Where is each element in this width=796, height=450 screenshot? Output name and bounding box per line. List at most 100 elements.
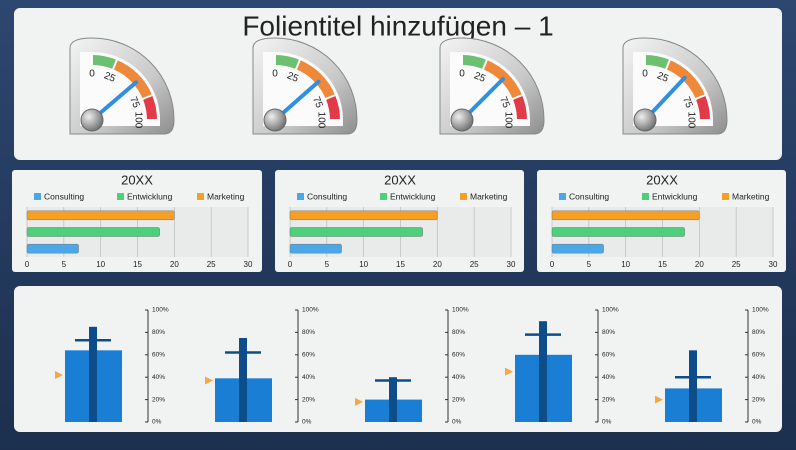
x-tick-label: 0	[550, 260, 555, 269]
y-tick-label: 0%	[452, 419, 462, 426]
gauge-band	[695, 95, 710, 121]
gauge-band	[142, 95, 157, 121]
y-tick-label: 0%	[752, 419, 762, 426]
gauge-tick	[141, 93, 154, 101]
gauge-band	[461, 55, 487, 70]
gauge-tick	[511, 93, 524, 101]
bullet-marker	[655, 395, 663, 404]
x-tick-label: 0	[25, 260, 30, 269]
gauge-tick-label: 100	[132, 112, 143, 129]
legend-swatch	[460, 193, 467, 200]
legend-swatch	[380, 193, 387, 200]
gauge-tick	[694, 93, 707, 101]
x-tick-label: 20	[695, 260, 704, 269]
bullet-panel	[14, 286, 782, 432]
bar	[551, 210, 700, 221]
y-tick-label: 80%	[452, 329, 465, 336]
y-tick-label: 20%	[152, 396, 165, 403]
y-tick-label: 100%	[452, 307, 469, 314]
legend-label: Entwicklung	[127, 191, 173, 201]
y-tick-label: 0%	[602, 419, 612, 426]
chart-title: 20XX	[384, 172, 416, 187]
y-tick-label: 80%	[302, 329, 315, 336]
chart-title: 20XX	[646, 172, 678, 187]
y-tick-label: 20%	[602, 396, 615, 403]
legend-label: Consulting	[569, 191, 609, 201]
gauge-tick	[664, 58, 672, 71]
gauge-tick	[481, 58, 489, 71]
gauge-tick-label: 75	[127, 95, 142, 110]
y-tick-label: 60%	[602, 352, 615, 359]
y-tick-label: 100%	[152, 307, 169, 314]
x-tick-label: 0	[288, 260, 293, 269]
legend-swatch	[559, 193, 566, 200]
bar	[26, 210, 175, 221]
gauge-tick-label: 0	[459, 69, 465, 80]
gauge-tick-label: 25	[655, 70, 670, 85]
x-tick-label: 10	[96, 260, 105, 269]
gauge-band	[665, 59, 706, 100]
bullet-range	[389, 377, 397, 422]
legend-swatch	[117, 193, 124, 200]
gauge-band	[512, 95, 527, 121]
y-tick-label: 100%	[752, 307, 769, 314]
gauge-tick	[111, 58, 119, 71]
x-tick-label: 30	[244, 260, 253, 269]
x-tick-label: 10	[621, 260, 630, 269]
x-tick-label: 10	[359, 260, 368, 269]
y-tick-label: 60%	[452, 352, 465, 359]
gauge-tick-label: 75	[497, 95, 512, 110]
gauge-tick-label: 25	[285, 70, 300, 85]
gauge-tick-label: 0	[272, 69, 278, 80]
x-tick-label: 25	[732, 260, 741, 269]
legend-swatch	[197, 193, 204, 200]
bullet-range	[89, 326, 97, 422]
gauge-tick-label: 25	[102, 70, 117, 85]
x-tick-label: 5	[587, 260, 592, 269]
gauge-band	[274, 55, 300, 70]
bar	[289, 227, 423, 237]
y-tick-label: 100%	[302, 307, 319, 314]
bar	[551, 227, 685, 237]
gauge-band	[325, 95, 340, 121]
bar	[26, 227, 160, 237]
x-tick-label: 5	[325, 260, 330, 269]
gauge-tick-label: 25	[472, 70, 487, 85]
x-tick-label: 25	[207, 260, 216, 269]
y-tick-label: 60%	[152, 352, 165, 359]
y-tick-label: 40%	[302, 374, 315, 381]
gauge-tick-label: 100	[315, 112, 326, 129]
gauge-tick	[294, 58, 302, 71]
gauge-tick	[324, 93, 337, 101]
bullet-range	[539, 321, 547, 422]
x-tick-label: 15	[133, 260, 142, 269]
x-tick-label: 30	[507, 260, 516, 269]
bar	[551, 243, 604, 254]
legend-swatch	[297, 193, 304, 200]
chart-title: 20XX	[121, 172, 153, 187]
gauge-tick-label: 75	[310, 95, 325, 110]
legend-label: Entwicklung	[652, 191, 698, 201]
x-tick-label: 20	[433, 260, 442, 269]
y-tick-label: 40%	[752, 374, 765, 381]
x-tick-label: 15	[658, 260, 667, 269]
y-tick-label: 20%	[752, 396, 765, 403]
bar	[289, 210, 438, 221]
y-tick-label: 40%	[452, 374, 465, 381]
x-tick-label: 25	[470, 260, 479, 269]
bullet-marker	[355, 397, 363, 406]
slide-title: Folientitel hinzufügen – 1	[242, 10, 553, 41]
gauge-tick-label: 0	[89, 69, 95, 80]
legend-swatch	[642, 193, 649, 200]
x-tick-label: 30	[769, 260, 778, 269]
bullet-marker	[205, 376, 213, 385]
gauge-pivot	[263, 108, 287, 132]
gauge-tick-label: 100	[502, 112, 513, 129]
gauge-band	[112, 59, 153, 100]
gauge-band	[295, 59, 336, 100]
legend-label: Marketing	[470, 191, 508, 201]
bullet-range	[239, 338, 247, 422]
y-tick-label: 80%	[752, 329, 765, 336]
